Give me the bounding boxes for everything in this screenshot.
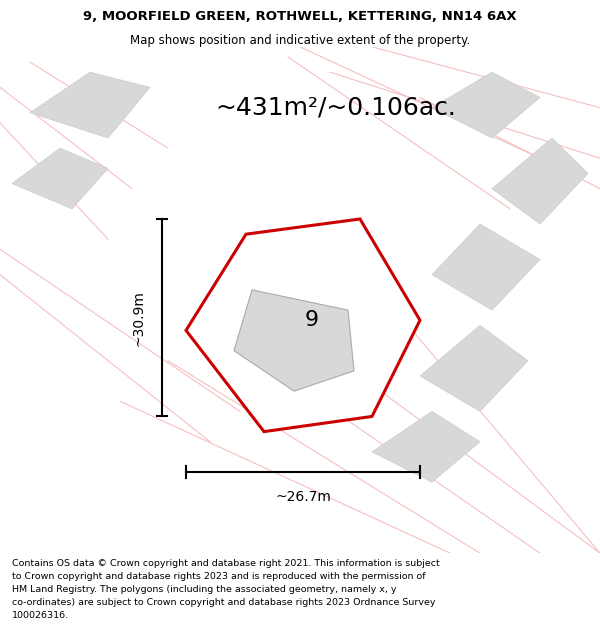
Text: 100026316.: 100026316.: [12, 611, 69, 619]
Text: HM Land Registry. The polygons (including the associated geometry, namely x, y: HM Land Registry. The polygons (includin…: [12, 585, 397, 594]
Polygon shape: [432, 72, 540, 138]
Text: ~30.9m: ~30.9m: [131, 290, 145, 346]
Polygon shape: [12, 148, 108, 209]
Text: ~431m²/~0.106ac.: ~431m²/~0.106ac.: [215, 96, 457, 119]
Polygon shape: [492, 138, 588, 224]
Text: Map shows position and indicative extent of the property.: Map shows position and indicative extent…: [130, 34, 470, 47]
Text: to Crown copyright and database rights 2023 and is reproduced with the permissio: to Crown copyright and database rights 2…: [12, 572, 425, 581]
Text: 9: 9: [305, 310, 319, 330]
Polygon shape: [30, 72, 150, 138]
Polygon shape: [234, 290, 354, 391]
Text: Contains OS data © Crown copyright and database right 2021. This information is : Contains OS data © Crown copyright and d…: [12, 559, 440, 568]
Polygon shape: [432, 224, 540, 310]
Text: co-ordinates) are subject to Crown copyright and database rights 2023 Ordnance S: co-ordinates) are subject to Crown copyr…: [12, 598, 436, 607]
Polygon shape: [186, 219, 420, 432]
Polygon shape: [420, 325, 528, 411]
Polygon shape: [372, 411, 480, 482]
Text: ~26.7m: ~26.7m: [275, 491, 331, 504]
Text: 9, MOORFIELD GREEN, ROTHWELL, KETTERING, NN14 6AX: 9, MOORFIELD GREEN, ROTHWELL, KETTERING,…: [83, 10, 517, 23]
